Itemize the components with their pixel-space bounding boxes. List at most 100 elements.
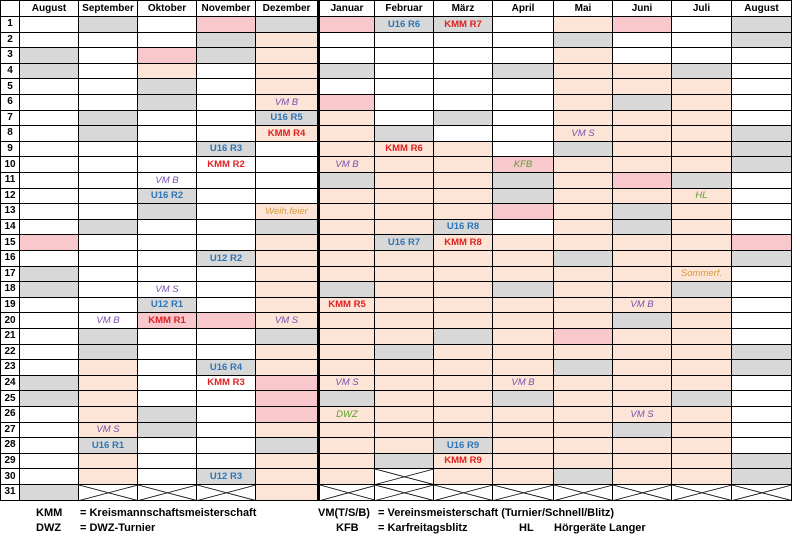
day-cell	[434, 141, 493, 158]
day-cell	[493, 422, 554, 439]
cross-out-icon	[554, 485, 612, 500]
day-cell	[672, 282, 732, 298]
day-number: 17	[0, 266, 20, 283]
day-cell	[79, 95, 138, 111]
day-cell	[256, 391, 318, 407]
day-cell	[79, 329, 138, 345]
day-cell	[434, 110, 493, 127]
day-cell	[256, 266, 318, 283]
day-cell: VM B	[256, 95, 318, 111]
day-number: 15	[0, 235, 20, 251]
day-cell	[79, 453, 138, 470]
day-cell	[375, 110, 434, 127]
day-cell	[20, 17, 79, 33]
day-cell	[138, 204, 197, 220]
day-cell	[732, 282, 792, 298]
day-cell	[613, 469, 672, 485]
cross-out-icon	[375, 485, 433, 500]
day-cell	[732, 48, 792, 64]
day-cell	[434, 157, 493, 173]
day-number: 9	[0, 141, 20, 158]
day-cell	[493, 141, 554, 158]
day-cell	[318, 95, 375, 111]
day-cell	[318, 282, 375, 298]
day-cell	[672, 469, 732, 485]
cross-out-icon	[197, 485, 255, 500]
day-cell	[20, 110, 79, 127]
day-cell	[434, 188, 493, 205]
day-cell	[20, 282, 79, 298]
day-cell	[197, 407, 256, 423]
day-cell	[197, 173, 256, 189]
day-cell: KMM R7	[434, 17, 493, 33]
day-cell	[554, 32, 613, 49]
day-cell	[375, 32, 434, 49]
day-cell	[318, 204, 375, 220]
month-header: August	[732, 0, 792, 17]
event-label: VM B	[511, 377, 535, 389]
day-cell	[197, 63, 256, 80]
day-cell	[434, 469, 493, 485]
event-label: VM S	[335, 377, 359, 389]
day-cell	[138, 422, 197, 439]
day-cell	[493, 297, 554, 314]
day-cell	[138, 126, 197, 142]
day-cell	[138, 360, 197, 376]
event-label: VM B	[335, 158, 359, 170]
day-cell	[20, 422, 79, 439]
month-header: Juni	[613, 0, 672, 17]
day-cell	[20, 344, 79, 361]
day-cell	[318, 188, 375, 205]
day-cell	[79, 375, 138, 392]
invalid-day-cell	[493, 485, 554, 501]
day-cell	[79, 32, 138, 49]
day-cell: U16 R2	[138, 188, 197, 205]
day-cell	[493, 219, 554, 236]
day-cell	[493, 391, 554, 407]
day-cell	[375, 126, 434, 142]
day-cell: KMM R2	[197, 157, 256, 173]
event-label: KMM R4	[267, 127, 306, 139]
day-cell	[375, 173, 434, 189]
day-cell	[318, 453, 375, 470]
day-cell	[318, 126, 375, 142]
day-cell	[434, 344, 493, 361]
day-number: 14	[0, 219, 20, 236]
day-cell	[256, 251, 318, 267]
day-cell	[434, 48, 493, 64]
day-cell	[197, 344, 256, 361]
day-cell	[20, 173, 79, 189]
day-number: 12	[0, 188, 20, 205]
day-cell	[138, 344, 197, 361]
day-cell	[138, 17, 197, 33]
day-cell	[672, 391, 732, 407]
day-cell	[732, 251, 792, 267]
day-cell	[554, 79, 613, 95]
day-cell	[493, 266, 554, 283]
day-cell	[672, 79, 732, 95]
day-cell	[79, 344, 138, 361]
cross-out-icon	[493, 485, 553, 500]
day-cell	[318, 422, 375, 439]
legend-vm-text: = Vereinsmeisterschaft (Turnier/Schnell/…	[378, 507, 615, 519]
day-cell	[493, 63, 554, 80]
day-cell: U16 R4	[197, 360, 256, 376]
day-cell	[434, 204, 493, 220]
day-cell	[554, 63, 613, 80]
event-label: KMM R2	[207, 158, 245, 170]
invalid-day-cell	[554, 485, 613, 501]
day-cell	[493, 173, 554, 189]
day-cell	[20, 63, 79, 80]
event-label: VM B	[155, 174, 179, 186]
day-cell	[79, 110, 138, 127]
day-cell: VM S	[613, 407, 672, 423]
legend-dwz-key: DWZ	[36, 522, 62, 534]
day-cell	[493, 126, 554, 142]
invalid-day-cell	[732, 485, 792, 501]
day-cell	[318, 329, 375, 345]
event-label: U16 R7	[387, 236, 421, 248]
cross-out-icon	[434, 485, 492, 500]
day-cell	[672, 48, 732, 64]
cross-out-icon	[732, 485, 791, 500]
day-cell	[318, 110, 375, 127]
